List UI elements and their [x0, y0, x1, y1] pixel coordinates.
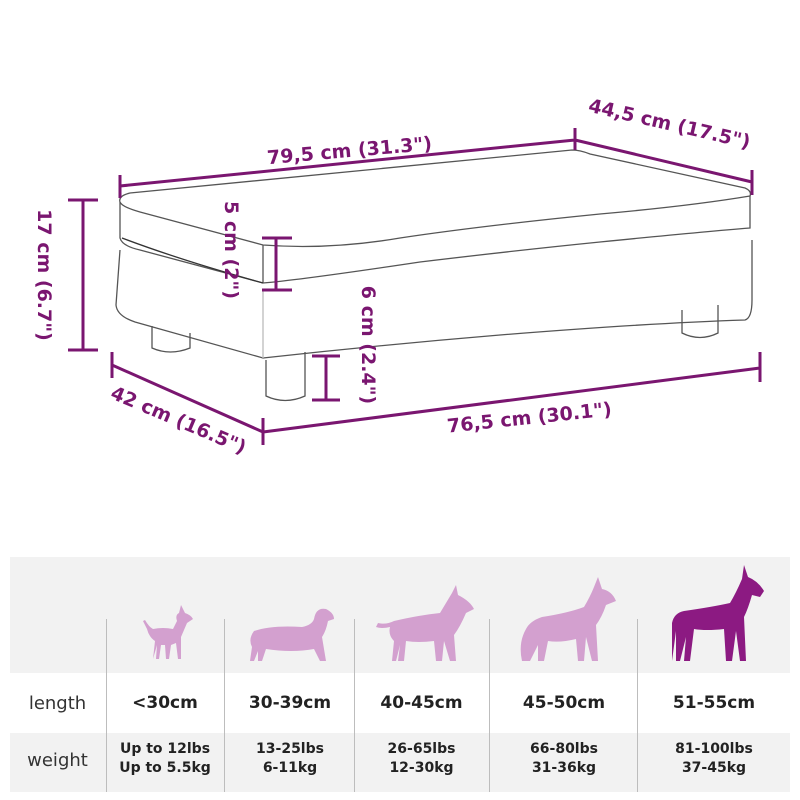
dimension-lines	[68, 128, 762, 445]
bull-terrier-icon	[376, 585, 474, 661]
weight-kg: 31-36kg	[531, 760, 597, 776]
length-label: length	[28, 693, 87, 714]
ottoman-drawing	[115, 149, 753, 402]
top-depth-label: 44,5 cm (17.5")	[586, 95, 752, 154]
leg-height-label: 6 cm (2.4")	[357, 286, 379, 404]
length-cell: 30-39cm	[248, 693, 332, 713]
length-cell: <30cm	[132, 693, 198, 713]
weight-lbs: 26-65lbs	[387, 741, 456, 757]
cushion-height-line	[262, 236, 292, 292]
cushion-height-label: 5 cm (2")	[220, 201, 242, 299]
weight-lbs: 13-25lbs	[256, 741, 324, 757]
column-divider	[354, 619, 355, 792]
length-cell: 51-55cm	[672, 693, 756, 713]
column-divider	[489, 619, 490, 792]
shepherd-dog-icon	[520, 577, 616, 661]
weight-lbs: Up to 12lbs	[119, 741, 211, 757]
weight-cell: Up to 12lbs Up to 5.5kg	[107, 740, 223, 778]
column-divider	[637, 619, 638, 792]
weight-cell: 66-80lbs 31-36kg	[490, 740, 638, 778]
column-divider	[224, 619, 225, 792]
weight-kg: 12-30kg	[389, 760, 454, 776]
column-divider	[106, 619, 107, 792]
length-cell: 45-50cm	[522, 693, 606, 713]
total-height-line	[68, 198, 98, 352]
weight-kg: Up to 5.5kg	[119, 760, 211, 776]
top-length-line	[118, 128, 577, 198]
weight-row: weight Up to 12lbs Up to 5.5kg 13-25lbs 6-…	[10, 733, 790, 792]
weight-cell: 26-65lbs 12-30kg	[354, 740, 489, 778]
weight-label: weight	[27, 750, 88, 771]
total-height-label: 17 cm (6.7")	[33, 209, 55, 341]
dachshund-icon	[250, 608, 334, 661]
weight-lbs: 66-80lbs	[530, 741, 598, 757]
bottom-length-line	[262, 352, 762, 434]
top-depth-line	[574, 138, 754, 195]
length-row: length <30cm 30-39cm 40-45cm 45-50cm 51-…	[10, 673, 790, 733]
weight-lbs: 81-100lbs	[675, 741, 753, 757]
ottoman-diagram: 79,5 cm (31.3") 44,5 cm (17.5") 17 cm (6…	[33, 95, 762, 459]
great-dane-icon	[672, 565, 764, 661]
weight-cell: 13-25lbs 6-11kg	[225, 740, 355, 778]
length-cell: 40-45cm	[380, 693, 463, 713]
dog-size-table: length <30cm 30-39cm 40-45cm 45-50cm 51-…	[10, 557, 790, 792]
dog-icons-row	[10, 557, 790, 673]
weight-cell: 81-100lbs 37-45kg	[638, 740, 790, 778]
leg-height-line	[312, 354, 340, 402]
weight-kg: 37-45kg	[681, 760, 747, 776]
chihuahua-icon	[143, 605, 193, 659]
weight-kg: 6-11kg	[262, 760, 318, 776]
